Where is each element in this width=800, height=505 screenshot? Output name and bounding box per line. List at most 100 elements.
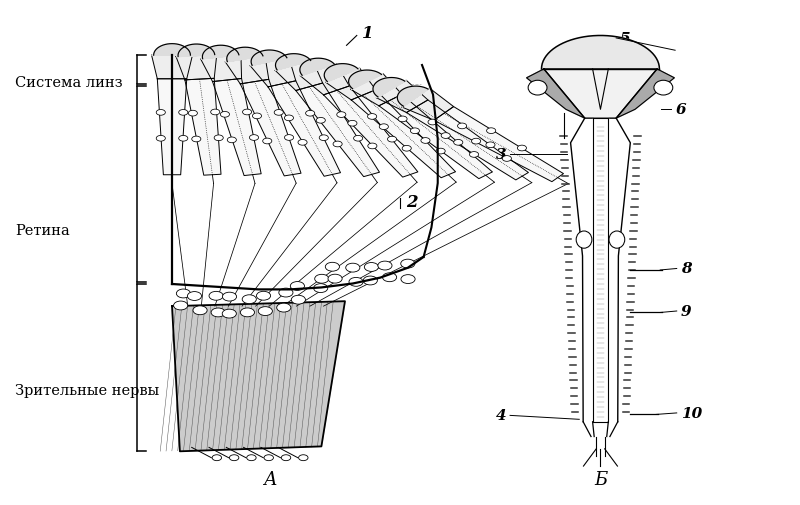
- Polygon shape: [226, 57, 269, 85]
- Circle shape: [402, 146, 411, 152]
- Circle shape: [387, 137, 397, 143]
- Circle shape: [178, 110, 188, 116]
- Polygon shape: [377, 81, 428, 113]
- Circle shape: [284, 116, 294, 122]
- Polygon shape: [593, 119, 608, 422]
- Circle shape: [378, 262, 392, 271]
- Circle shape: [250, 135, 258, 141]
- Polygon shape: [373, 78, 406, 98]
- Circle shape: [187, 292, 202, 301]
- Circle shape: [277, 304, 291, 313]
- Circle shape: [410, 129, 419, 134]
- Circle shape: [156, 110, 166, 116]
- Circle shape: [486, 142, 495, 148]
- Polygon shape: [151, 56, 193, 80]
- Ellipse shape: [609, 231, 625, 249]
- Polygon shape: [226, 48, 265, 63]
- Circle shape: [401, 260, 415, 269]
- Polygon shape: [250, 51, 289, 67]
- Polygon shape: [176, 45, 217, 58]
- Ellipse shape: [576, 231, 592, 249]
- Circle shape: [328, 275, 342, 283]
- Polygon shape: [172, 301, 345, 451]
- Text: Система линз: Система линз: [15, 76, 122, 90]
- Circle shape: [314, 275, 329, 284]
- Polygon shape: [349, 71, 383, 90]
- Polygon shape: [240, 80, 301, 177]
- Text: 6: 6: [675, 103, 686, 117]
- Circle shape: [348, 121, 357, 127]
- Circle shape: [156, 136, 166, 142]
- Text: 4: 4: [495, 409, 506, 423]
- Circle shape: [230, 455, 239, 461]
- Circle shape: [188, 111, 198, 117]
- Circle shape: [454, 140, 463, 146]
- Polygon shape: [275, 61, 322, 91]
- Circle shape: [441, 133, 450, 139]
- Circle shape: [240, 309, 254, 317]
- Circle shape: [298, 455, 308, 461]
- Circle shape: [298, 140, 307, 146]
- Circle shape: [192, 137, 201, 142]
- Polygon shape: [300, 65, 350, 95]
- Polygon shape: [526, 70, 585, 119]
- Ellipse shape: [528, 81, 547, 96]
- Circle shape: [379, 125, 388, 130]
- Polygon shape: [201, 56, 242, 82]
- Circle shape: [209, 292, 223, 300]
- Polygon shape: [275, 55, 313, 71]
- Text: 1: 1: [362, 24, 374, 41]
- Circle shape: [471, 139, 481, 145]
- Polygon shape: [158, 80, 186, 175]
- Text: 8: 8: [681, 262, 691, 276]
- Circle shape: [316, 118, 326, 124]
- Text: А: А: [263, 471, 277, 488]
- Circle shape: [264, 455, 274, 461]
- Polygon shape: [544, 70, 657, 119]
- Circle shape: [210, 110, 220, 116]
- Polygon shape: [268, 82, 341, 177]
- Polygon shape: [402, 89, 454, 121]
- Circle shape: [227, 138, 236, 143]
- Circle shape: [401, 275, 415, 284]
- Circle shape: [282, 455, 290, 461]
- Circle shape: [274, 110, 283, 116]
- Circle shape: [242, 110, 252, 116]
- Circle shape: [363, 277, 378, 285]
- Polygon shape: [351, 90, 455, 178]
- Polygon shape: [434, 108, 563, 182]
- Text: Б: Б: [594, 471, 607, 488]
- Circle shape: [428, 120, 437, 126]
- Circle shape: [326, 263, 339, 272]
- Circle shape: [518, 146, 526, 152]
- Polygon shape: [213, 79, 261, 176]
- Polygon shape: [379, 95, 493, 179]
- Polygon shape: [300, 59, 336, 77]
- Text: 5: 5: [620, 32, 630, 46]
- Polygon shape: [185, 79, 221, 176]
- Circle shape: [349, 278, 363, 287]
- Polygon shape: [616, 70, 674, 119]
- Circle shape: [436, 149, 446, 155]
- Circle shape: [368, 144, 377, 149]
- Circle shape: [176, 289, 190, 298]
- Polygon shape: [250, 58, 296, 88]
- Circle shape: [253, 114, 262, 120]
- Circle shape: [242, 295, 256, 304]
- Circle shape: [279, 288, 293, 297]
- Polygon shape: [176, 56, 217, 81]
- Polygon shape: [296, 84, 379, 177]
- Polygon shape: [324, 65, 360, 83]
- Circle shape: [220, 112, 230, 118]
- Polygon shape: [406, 100, 529, 181]
- Circle shape: [214, 136, 223, 141]
- Text: 3: 3: [495, 147, 506, 161]
- Circle shape: [257, 292, 270, 300]
- Polygon shape: [151, 44, 193, 56]
- Circle shape: [306, 111, 314, 117]
- Circle shape: [382, 273, 397, 282]
- Circle shape: [290, 282, 305, 291]
- Polygon shape: [542, 36, 659, 70]
- Circle shape: [291, 296, 306, 305]
- Text: 9: 9: [681, 305, 691, 318]
